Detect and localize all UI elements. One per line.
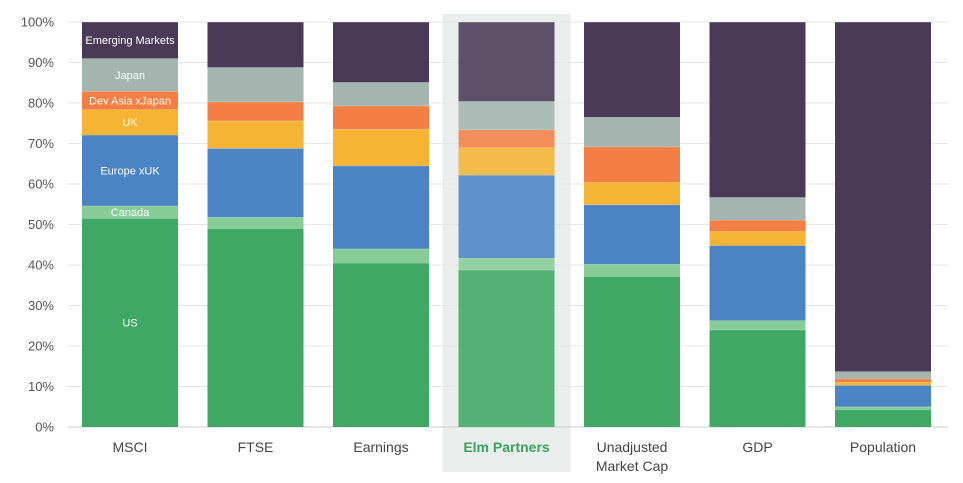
bar-segment: [835, 409, 931, 427]
bar-segment: [207, 120, 304, 149]
bar-segment: [835, 406, 931, 410]
segment-label: Europe xUK: [100, 165, 160, 177]
bar-segment: [333, 262, 429, 427]
bar-segment: [835, 22, 931, 372]
bar-segment: [82, 109, 178, 135]
bar-segment: [333, 129, 429, 166]
x-tick-label: Elm Partners: [463, 439, 550, 455]
bar-segment: [333, 248, 429, 263]
y-tick-label: 60%: [28, 177, 54, 192]
segment-label: US: [122, 318, 137, 330]
bar-segment: [333, 165, 429, 249]
bar-segment: [458, 129, 555, 148]
bar-segment: [207, 148, 304, 218]
x-tick-label: MSCI: [113, 439, 148, 455]
bar-segment: [709, 245, 806, 321]
segment-label: Dev Asia xJapan: [89, 95, 171, 107]
y-tick-label: 30%: [28, 298, 54, 313]
bar-segment: [835, 371, 931, 379]
x-tick-label: Population: [850, 439, 916, 455]
y-tick-label: 70%: [28, 136, 54, 151]
x-tick-label: Earnings: [353, 439, 408, 455]
bar-segment: [584, 182, 680, 205]
x-tick-label: GDP: [742, 439, 772, 455]
x-tick-label: Unadjusted: [597, 439, 668, 455]
segment-label: UK: [122, 117, 138, 129]
bar-segment: [584, 22, 680, 118]
bar-segment: [82, 22, 178, 59]
y-tick-label: 0%: [35, 420, 54, 435]
bar-segment: [584, 204, 680, 265]
bar-segment: [584, 276, 680, 427]
bar-segment: [333, 82, 429, 106]
y-tick-label: 40%: [28, 258, 54, 273]
bar-segment: [458, 22, 555, 102]
bar-segment: [458, 147, 555, 176]
bar-segment: [458, 269, 555, 427]
y-tick-label: 100%: [21, 15, 55, 30]
segment-label: Canada: [111, 207, 150, 219]
bar-segment: [82, 58, 178, 92]
bar-segment: [207, 228, 304, 427]
y-tick-label: 90%: [28, 55, 54, 70]
segment-label: Emerging Markets: [85, 35, 175, 47]
bar-segment: [82, 205, 178, 219]
bar-segment: [709, 231, 806, 246]
bar-segment: [458, 175, 555, 259]
bar-segment: [835, 378, 931, 383]
bar-segment: [709, 329, 806, 427]
bar-segment: [584, 146, 680, 183]
y-tick-label: 10%: [28, 379, 54, 394]
y-tick-label: 20%: [28, 339, 54, 354]
bar-segment: [333, 105, 429, 130]
bar-segment: [584, 117, 680, 147]
bar-segment: [207, 22, 304, 68]
bar-segment: [709, 220, 806, 232]
bar-segment: [333, 22, 429, 83]
bar-segment: [82, 91, 178, 110]
bar-segment: [584, 264, 680, 277]
bar-segment: [458, 258, 555, 270]
segment-label: Japan: [115, 70, 145, 82]
bar-segment: [709, 197, 806, 221]
x-tick-label: FTSE: [238, 439, 274, 455]
bar-segment: [82, 134, 178, 206]
bar-segment: [82, 218, 178, 427]
bar-segment: [709, 320, 806, 330]
bar-segment: [207, 101, 304, 121]
bar-segment: [207, 67, 304, 102]
bar-segment: [835, 385, 931, 407]
y-tick-label: 80%: [28, 96, 54, 111]
bar-segment: [207, 217, 304, 229]
bar-segment: [835, 382, 931, 386]
x-tick-label: Market Cap: [596, 458, 669, 474]
bar-segment: [458, 101, 555, 130]
y-tick-label: 50%: [28, 217, 54, 232]
bar-segment: [709, 22, 806, 198]
